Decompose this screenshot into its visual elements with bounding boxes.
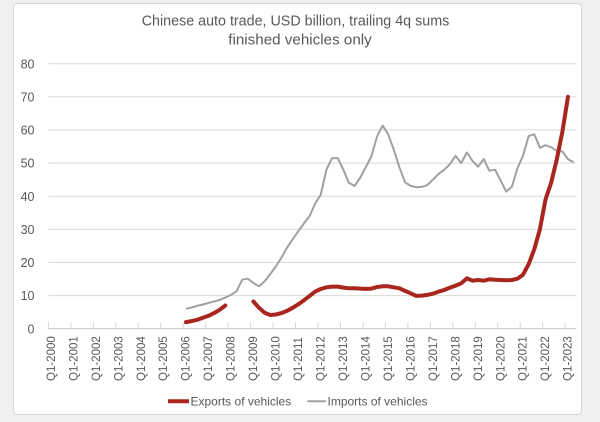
svg-text:10: 10 (21, 289, 35, 303)
svg-text:finished vehicles only: finished vehicles only (228, 31, 372, 48)
svg-text:Q1-2002: Q1-2002 (91, 336, 103, 381)
svg-text:Chinese auto trade, USD billio: Chinese auto trade, USD billion, trailin… (142, 14, 450, 30)
svg-text:Q1-2005: Q1-2005 (158, 336, 170, 381)
svg-text:Q1-2016: Q1-2016 (405, 336, 417, 381)
svg-text:Q1-2011: Q1-2011 (293, 337, 305, 381)
svg-text:0: 0 (28, 322, 35, 336)
svg-text:Q1-2021: Q1-2021 (518, 336, 530, 381)
svg-text:Q1-2019: Q1-2019 (473, 336, 485, 381)
svg-text:Q1-2003: Q1-2003 (113, 336, 125, 381)
svg-text:Q1-2009: Q1-2009 (248, 336, 260, 381)
svg-text:Q1-2007: Q1-2007 (203, 336, 215, 381)
svg-text:Q1-2023: Q1-2023 (563, 336, 575, 381)
svg-text:70: 70 (21, 90, 35, 104)
svg-text:Q1-2022: Q1-2022 (540, 336, 552, 381)
svg-text:Q1-2014: Q1-2014 (361, 336, 373, 381)
svg-text:Q1-2001: Q1-2001 (68, 336, 80, 381)
svg-text:Q1-2008: Q1-2008 (226, 336, 238, 381)
svg-text:Q1-2004: Q1-2004 (136, 336, 148, 381)
svg-text:Q1-2012: Q1-2012 (316, 336, 328, 381)
svg-text:Q1-2006: Q1-2006 (181, 336, 193, 381)
svg-text:Q1-2020: Q1-2020 (495, 336, 507, 381)
svg-text:Q1-2010: Q1-2010 (271, 336, 283, 381)
svg-text:Q1-2018: Q1-2018 (450, 336, 462, 381)
svg-text:Imports of vehicles: Imports of vehicles (328, 394, 428, 408)
svg-text:Q1-2000: Q1-2000 (46, 336, 58, 381)
svg-text:30: 30 (21, 223, 35, 237)
svg-text:20: 20 (21, 256, 35, 270)
svg-text:80: 80 (21, 57, 35, 71)
svg-text:40: 40 (21, 190, 35, 204)
svg-text:Q1-2013: Q1-2013 (338, 336, 350, 381)
svg-text:60: 60 (21, 124, 35, 138)
svg-text:Q1-2017: Q1-2017 (428, 336, 440, 381)
svg-text:Q1-2015: Q1-2015 (383, 336, 395, 381)
svg-text:50: 50 (21, 157, 35, 171)
svg-text:Exports of vehicles: Exports of vehicles (191, 394, 292, 408)
